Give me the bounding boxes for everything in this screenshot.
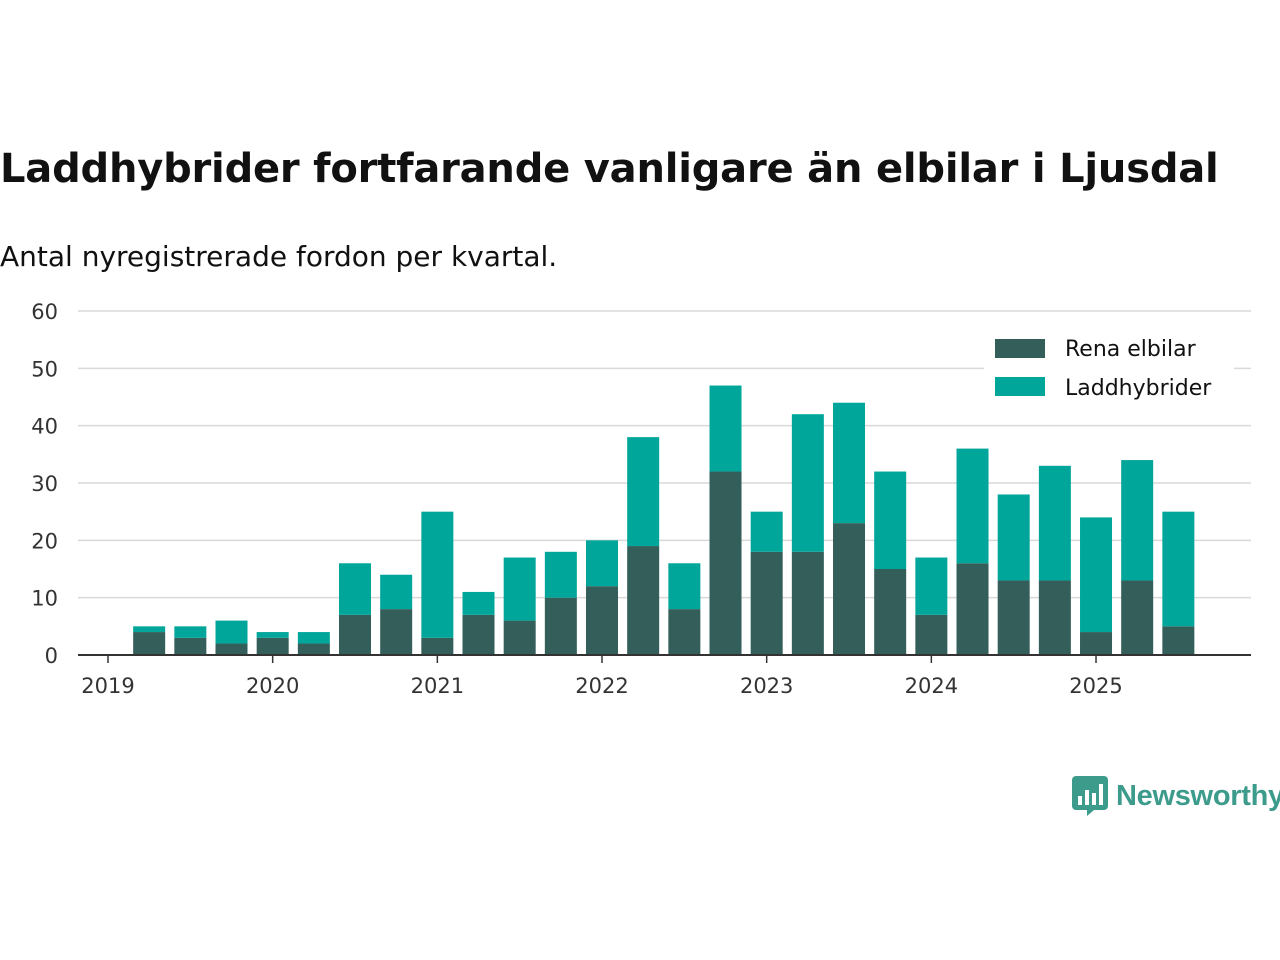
y-tick-label: 10 <box>31 587 58 611</box>
bar-laddhybrider <box>750 511 783 552</box>
bar-rena-elbilar <box>215 643 248 655</box>
bar-rena-elbilar <box>627 546 660 655</box>
bar-laddhybrider <box>215 620 248 644</box>
newsworthy-logo: Newsworthy <box>1072 776 1280 816</box>
bar-laddhybrider <box>256 632 289 638</box>
bar-laddhybrider <box>297 632 330 644</box>
bar-laddhybrider <box>833 402 866 524</box>
brand-name: Newsworthy <box>1116 779 1280 812</box>
bar-laddhybrider <box>503 557 536 621</box>
bar-rena-elbilar <box>174 637 207 655</box>
bar-rena-elbilar <box>1080 632 1113 655</box>
y-tick-label: 60 <box>31 300 58 324</box>
y-tick-label: 20 <box>31 529 58 553</box>
bar-laddhybrider <box>380 574 413 610</box>
bar-laddhybrider <box>997 494 1030 581</box>
bar-laddhybrider <box>915 557 948 615</box>
bar-rena-elbilar <box>256 637 289 655</box>
legend-label-laddhybrider: Laddhybrider <box>1065 376 1212 401</box>
bar-laddhybrider <box>1080 517 1113 633</box>
bar-rena-elbilar <box>833 523 866 655</box>
legend: Rena elbilar Laddhybrider <box>984 328 1234 408</box>
bar-laddhybrider <box>668 563 701 610</box>
bar-rena-elbilar <box>956 563 989 655</box>
bar-rena-elbilar <box>915 614 948 655</box>
bar-laddhybrider <box>339 563 372 615</box>
chart-subtitle: Antal nyregistrerade fordon per kvartal. <box>0 240 558 273</box>
y-tick-label: 50 <box>31 357 58 381</box>
bar-rena-elbilar <box>997 580 1030 655</box>
bar-laddhybrider <box>1038 465 1071 581</box>
bar-rena-elbilar <box>1162 626 1195 655</box>
bar-rena-elbilar <box>503 620 536 655</box>
bar-rena-elbilar <box>339 614 372 655</box>
y-tick-label: 0 <box>45 644 58 668</box>
bar-rena-elbilar <box>874 569 907 655</box>
legend-swatch-rena-elbilar <box>995 339 1045 358</box>
bar-rena-elbilar <box>1038 580 1071 655</box>
bar-laddhybrider <box>874 471 907 569</box>
bar-rena-elbilar <box>791 551 824 655</box>
bar-laddhybrider <box>956 448 989 564</box>
bar-rena-elbilar <box>668 609 701 655</box>
y-axis: 0 10 20 30 40 50 60 <box>31 300 58 668</box>
bars <box>133 385 1195 655</box>
y-tick-label: 30 <box>31 472 58 496</box>
bar-rena-elbilar <box>544 597 577 655</box>
bar-rena-elbilar <box>586 586 619 655</box>
x-tick-label: 2024 <box>905 674 958 698</box>
bar-laddhybrider <box>1121 460 1154 581</box>
bar-rena-elbilar <box>750 551 783 655</box>
bar-chart-speech-bubble-icon <box>1072 776 1108 816</box>
chart-title: Laddhybrider fortfarande vanligare än el… <box>0 146 1219 192</box>
bar-rena-elbilar <box>380 609 413 655</box>
x-axis: 2019 2020 2021 2022 2023 2024 2025 <box>78 654 1251 698</box>
bar-laddhybrider <box>586 540 619 587</box>
x-tick-label: 2020 <box>246 674 299 698</box>
x-tick-label: 2023 <box>740 674 793 698</box>
y-tick-label: 40 <box>31 415 58 439</box>
bar-rena-elbilar <box>709 471 742 655</box>
bar-laddhybrider <box>1162 511 1195 627</box>
bar-rena-elbilar <box>462 614 495 655</box>
legend-swatch-laddhybrider <box>995 377 1045 396</box>
bar-laddhybrider <box>709 385 742 472</box>
bar-laddhybrider <box>174 626 207 638</box>
x-tick-label: 2025 <box>1069 674 1122 698</box>
bar-laddhybrider <box>421 511 454 638</box>
bar-laddhybrider <box>133 626 166 633</box>
bar-rena-elbilar <box>421 637 454 655</box>
bar-rena-elbilar <box>297 643 330 655</box>
bar-laddhybrider <box>462 591 495 615</box>
legend-label-rena-elbilar: Rena elbilar <box>1065 337 1197 362</box>
x-tick-label: 2019 <box>81 674 134 698</box>
bar-laddhybrider <box>627 437 660 547</box>
x-tick-label: 2021 <box>411 674 464 698</box>
bar-rena-elbilar <box>133 632 166 655</box>
bar-laddhybrider <box>544 551 577 598</box>
x-tick-label: 2022 <box>575 674 628 698</box>
bar-rena-elbilar <box>1121 580 1154 655</box>
bar-laddhybrider <box>791 414 824 552</box>
